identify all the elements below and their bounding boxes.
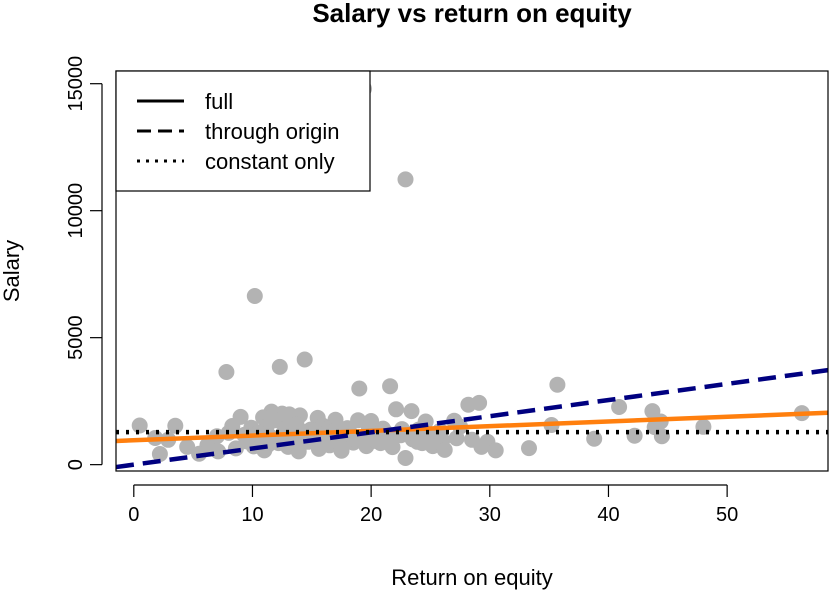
chart-title: Salary vs return on equity [312, 0, 632, 28]
y-axis-label: Salary [0, 240, 24, 302]
fit-line-through-origin [115, 367, 829, 470]
fit-line-full [115, 410, 829, 444]
data-point [521, 440, 537, 457]
data-point [448, 430, 465, 447]
x-axis-label: Return on equity [391, 565, 552, 590]
x-tick-label: 30 [479, 504, 501, 526]
data-point [586, 430, 603, 447]
data-point [473, 438, 490, 455]
legend-label: constant only [205, 149, 335, 174]
data-point [611, 399, 628, 415]
data-point [151, 446, 168, 462]
data-point [179, 438, 196, 455]
data-point [367, 433, 384, 449]
y-tick-label: 5000 [65, 315, 87, 360]
fit-lines-layer [115, 367, 829, 470]
y-tick-label: 10000 [65, 183, 87, 239]
data-point [397, 450, 414, 466]
y-axis: 0 5000 10000 15000 [65, 56, 103, 470]
data-point [388, 401, 405, 418]
data-point [296, 351, 313, 368]
legend: full through origin constant only [115, 70, 371, 192]
plot-frame [115, 70, 829, 472]
data-point [259, 436, 276, 453]
data-point [246, 288, 263, 304]
x-tick-label: 10 [241, 504, 263, 526]
data-point [460, 396, 477, 413]
legend-label: full [205, 89, 233, 114]
x-axis: 0 10 20 30 40 50 [128, 484, 738, 526]
data-point [384, 439, 401, 456]
data-point [167, 417, 184, 434]
y-tick-label: 0 [65, 459, 87, 470]
data-point [218, 364, 235, 380]
data-point [403, 403, 420, 420]
data-point [487, 442, 504, 459]
x-tick-label: 50 [716, 504, 738, 526]
data-point [382, 378, 399, 395]
x-tick-label: 40 [597, 504, 619, 526]
data-point [351, 380, 368, 397]
x-tick-label: 0 [128, 504, 139, 526]
legend-label: through origin [205, 119, 340, 144]
data-point [414, 435, 431, 452]
data-point [397, 171, 414, 188]
data-point [436, 441, 453, 458]
data-point [287, 435, 304, 452]
x-tick-label: 20 [360, 504, 382, 526]
data-point [131, 417, 148, 434]
y-tick-label: 15000 [65, 56, 87, 112]
data-point [549, 376, 566, 393]
data-point [271, 358, 288, 375]
